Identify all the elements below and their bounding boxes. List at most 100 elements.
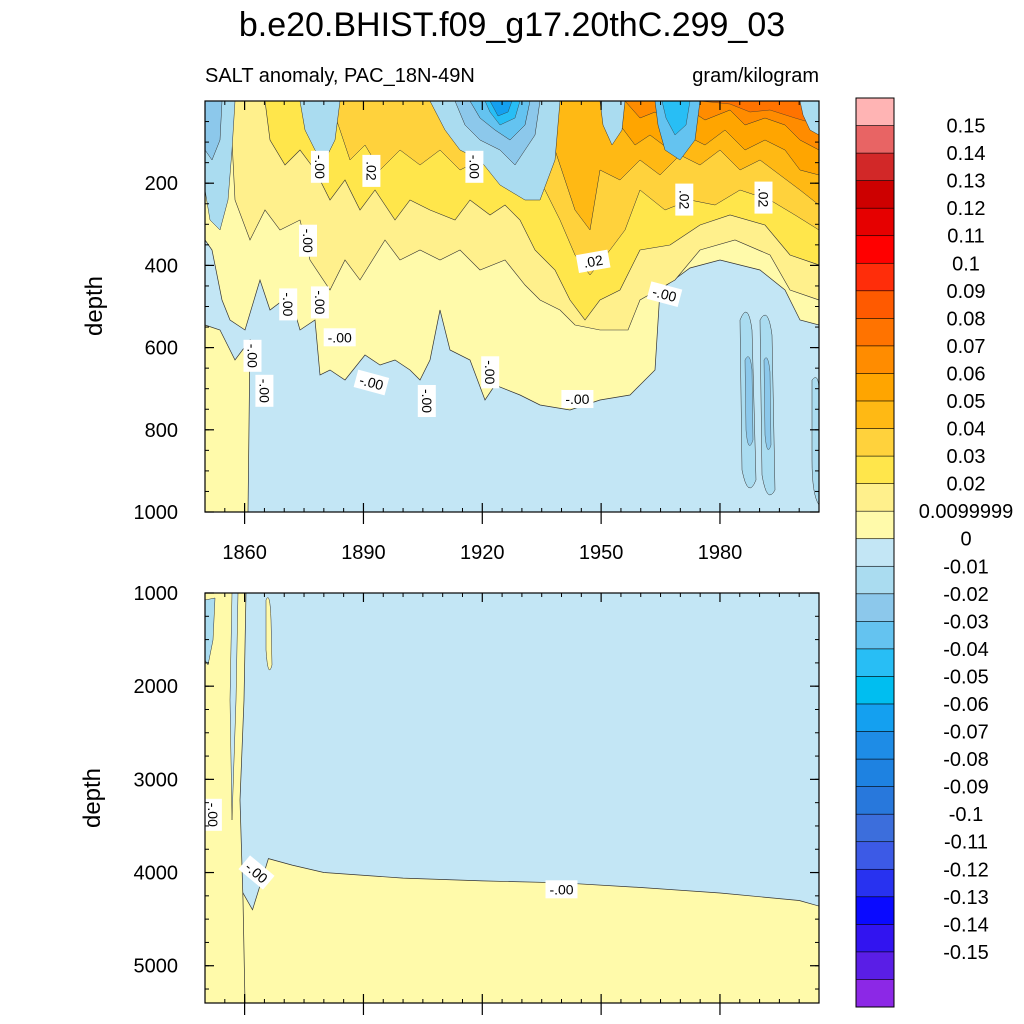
colorbar-swatch: [855, 786, 895, 815]
contour-label: -.00: [279, 288, 298, 321]
colorbar-label: 0.13: [947, 171, 986, 193]
contour-label: -.00: [353, 369, 390, 396]
contour-label-box: [243, 339, 262, 372]
contour-label-box: [353, 369, 390, 396]
colorbar-label: -0.14: [943, 914, 989, 936]
contour-label-box: [362, 154, 381, 187]
y-tick-label: 1000: [134, 583, 179, 605]
colorbar-label: 0.07: [947, 336, 986, 358]
colorbar-swatch: [855, 318, 895, 347]
colorbar-swatch: [855, 703, 895, 733]
contour-label: -.00: [310, 286, 329, 319]
colorbar-swatch: [855, 235, 895, 264]
contour-label: .02: [575, 249, 611, 273]
colorbar-swatch: [855, 538, 895, 567]
colorbar-label: 0.04: [947, 419, 986, 441]
colorbar-label: -0.09: [943, 777, 989, 799]
chart-subtitle-left: SALT anomaly, PAC_18N-49N: [205, 65, 475, 87]
contour-label-text: -.00: [312, 155, 328, 179]
x-tick-label: 1860: [222, 542, 267, 564]
contour-label-box: [646, 281, 683, 308]
contour-label: -.00: [417, 385, 436, 417]
y-tick-label: 3000: [134, 769, 179, 791]
upper-neg-cell-8: [489, 101, 513, 117]
contour-label-text: -.00: [300, 229, 316, 253]
colorbar-label: 0.12: [947, 198, 986, 220]
contour-label-box: [545, 880, 578, 899]
lower-left-positive-strip: [205, 593, 247, 1003]
x-tick-labels: 1860 1890 1920 1950 1980: [222, 542, 742, 564]
contour-label-box: [299, 224, 317, 257]
contour-label: -.00: [481, 356, 500, 389]
contour-label: .02: [754, 181, 773, 214]
colorbar-label: -0.03: [943, 611, 989, 633]
contour-label-text: -.00: [245, 344, 261, 368]
contour-label-text: -.00: [358, 372, 386, 394]
contour-label: -.00: [465, 150, 484, 183]
contour-label-box: [323, 328, 356, 347]
colorbar-swatch: [855, 731, 895, 760]
contour-label-text: -.00: [482, 360, 498, 384]
colorbar-label: 0.05: [947, 391, 986, 413]
colorbar-label: -0.1: [949, 804, 983, 826]
contour-label-text: -.00: [565, 391, 589, 407]
colorbar-swatch: [855, 400, 895, 430]
contour-label-text: .02: [363, 161, 379, 181]
chart-title: b.e20.BHIST.f09_g17.20thC.299_03: [239, 6, 785, 44]
contour-label-box: [205, 798, 222, 831]
y-tick-label: 1000: [134, 502, 179, 524]
contour-label-box: [481, 356, 500, 389]
y-tick-label: 5000: [134, 956, 179, 978]
contour-label-box: [310, 286, 329, 319]
contour-label-text: -.00: [651, 283, 679, 305]
colorbar-label: 0.0099999: [919, 501, 1014, 523]
colorbar-swatch: [855, 510, 895, 540]
contour-label-box: [238, 855, 275, 890]
lower-left-neg-cell: [205, 597, 216, 666]
colorbar-label: 0.03: [947, 446, 986, 468]
colorbar-swatch: [855, 896, 895, 925]
contour-label-box: [675, 183, 694, 216]
contour-label: -.00: [205, 798, 222, 831]
contour-label: -.00: [561, 390, 594, 408]
upper-y-axis-label: depth: [81, 276, 108, 336]
contour-label-text: -.00: [205, 803, 221, 827]
colorbar: 0.15 0.14 0.13 0.12 0.11 0.1 0.09 0.08 0.07 0.06 0…: [855, 97, 1014, 1008]
lower-y-axis-label: depth: [79, 768, 106, 828]
upper-neg-cell-11: [661, 101, 691, 136]
lower-axis-ticks: 1000 2000 3000 4000 5000: [134, 583, 820, 1015]
colorbar-swatch: [855, 180, 895, 209]
colorbar-swatch: [855, 593, 895, 622]
contour-label: -.00: [646, 281, 683, 308]
contour-label-box: [575, 249, 611, 273]
colorbar-label: 0.11: [947, 226, 984, 248]
colorbar-label: -0.07: [943, 722, 989, 744]
upper-deep-neg-cell-4: [744, 356, 754, 446]
colorbar-label: -0.06: [943, 694, 989, 716]
colorbar-label: -0.01: [943, 556, 989, 578]
upper-band-0.07: [699, 101, 819, 126]
contour-label-box: [417, 385, 436, 417]
upper-axis-ticks: 200 400 600 800 1000: [134, 100, 820, 524]
colorbar-label: -0.11: [944, 832, 988, 854]
x-tick-label: 1920: [460, 542, 505, 564]
contour-label-box: [561, 390, 594, 408]
y-tick-label: 600: [145, 338, 178, 360]
contour-label-text: -.00: [466, 155, 482, 179]
colorbar-swatch: [855, 207, 895, 237]
colorbar-swatch: [855, 483, 895, 512]
colorbar-swatch: [855, 951, 895, 980]
y-tick-label: 400: [145, 255, 178, 277]
colorbar-swatch: [855, 648, 895, 677]
colorbar-swatch: [855, 262, 895, 292]
upper-contour-labels: -.00 -.00 -.00 -.00 -.00 -.00 -.00 -.00 -.00 -.00…: [243, 150, 773, 417]
contour-label-box: [310, 150, 329, 183]
colorbar-swatch: [855, 125, 895, 154]
upper-neg-cell-12: [799, 101, 819, 136]
colorbar-label: 0.14: [947, 143, 986, 165]
colorbar-label: -0.04: [943, 639, 989, 661]
colorbar-swatch: [855, 813, 895, 843]
contour-label: -.00: [243, 339, 262, 372]
